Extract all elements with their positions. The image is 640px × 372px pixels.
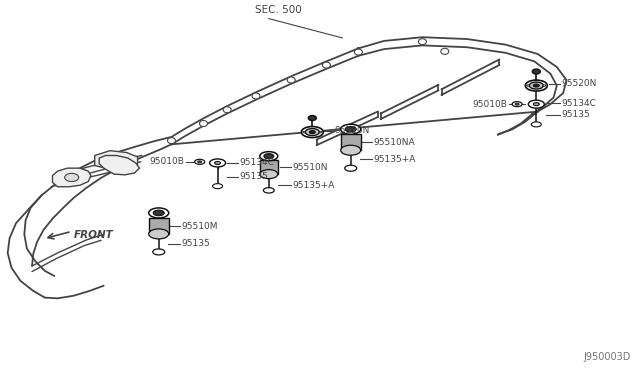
Ellipse shape: [200, 121, 207, 126]
Ellipse shape: [148, 208, 169, 218]
Ellipse shape: [533, 84, 540, 87]
Ellipse shape: [260, 152, 278, 161]
Ellipse shape: [528, 100, 544, 108]
Ellipse shape: [527, 85, 530, 86]
Ellipse shape: [301, 126, 323, 138]
Text: 95134C: 95134C: [239, 158, 274, 167]
Text: SEC. 500: SEC. 500: [255, 5, 301, 15]
Text: 95510M: 95510M: [182, 222, 218, 231]
FancyBboxPatch shape: [260, 160, 278, 174]
Text: 95135: 95135: [561, 110, 590, 119]
Ellipse shape: [153, 210, 164, 216]
Text: 95510NA: 95510NA: [374, 138, 415, 147]
Text: 95135: 95135: [182, 239, 211, 248]
Ellipse shape: [223, 107, 231, 113]
Ellipse shape: [515, 103, 519, 105]
Text: 95520N: 95520N: [561, 79, 596, 88]
Ellipse shape: [419, 39, 426, 45]
Ellipse shape: [65, 173, 79, 182]
Ellipse shape: [340, 124, 361, 134]
Text: 95010B: 95010B: [472, 100, 507, 109]
Text: 95135: 95135: [239, 172, 268, 181]
Ellipse shape: [214, 161, 221, 164]
Ellipse shape: [198, 161, 202, 163]
Polygon shape: [95, 151, 138, 169]
Text: J950003D: J950003D: [583, 352, 630, 362]
Text: 95520N: 95520N: [334, 126, 369, 135]
Ellipse shape: [260, 170, 278, 179]
Ellipse shape: [345, 126, 356, 132]
Ellipse shape: [210, 159, 226, 167]
Ellipse shape: [323, 62, 330, 68]
Ellipse shape: [525, 80, 547, 91]
Ellipse shape: [543, 85, 546, 86]
Ellipse shape: [264, 187, 274, 193]
Ellipse shape: [340, 145, 361, 155]
Ellipse shape: [512, 102, 522, 107]
Ellipse shape: [532, 69, 540, 74]
Ellipse shape: [212, 184, 223, 189]
Ellipse shape: [153, 249, 164, 255]
Text: FRONT: FRONT: [74, 230, 113, 240]
Ellipse shape: [355, 49, 362, 55]
Text: 95134C: 95134C: [561, 99, 596, 108]
Ellipse shape: [287, 77, 295, 83]
Ellipse shape: [529, 82, 543, 89]
Ellipse shape: [533, 103, 540, 106]
Ellipse shape: [148, 229, 169, 239]
Ellipse shape: [308, 116, 316, 121]
Ellipse shape: [345, 165, 356, 171]
Text: 95135+A: 95135+A: [374, 155, 416, 164]
Ellipse shape: [441, 48, 449, 54]
Ellipse shape: [195, 159, 205, 164]
Ellipse shape: [264, 154, 274, 159]
Ellipse shape: [168, 138, 175, 144]
Ellipse shape: [305, 129, 319, 135]
Ellipse shape: [319, 131, 322, 133]
FancyBboxPatch shape: [148, 218, 169, 234]
Polygon shape: [52, 168, 91, 187]
Ellipse shape: [309, 131, 316, 134]
Text: 95010B: 95010B: [150, 157, 184, 166]
Text: 95510N: 95510N: [292, 163, 328, 172]
Ellipse shape: [531, 122, 541, 127]
Ellipse shape: [303, 131, 306, 133]
FancyBboxPatch shape: [340, 134, 361, 150]
Text: 95135+A: 95135+A: [292, 181, 335, 190]
Ellipse shape: [252, 93, 260, 99]
Polygon shape: [99, 155, 140, 175]
